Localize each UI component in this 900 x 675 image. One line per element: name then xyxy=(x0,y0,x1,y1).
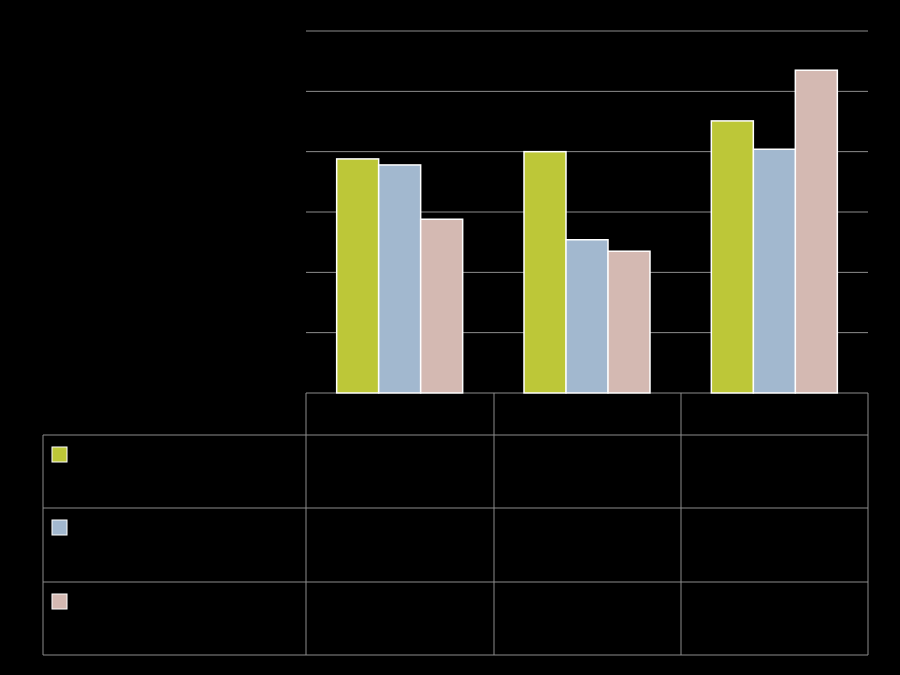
legend-key xyxy=(51,446,68,463)
bar xyxy=(419,218,464,394)
bar xyxy=(752,148,797,394)
bar xyxy=(377,164,422,394)
bar xyxy=(523,150,567,394)
bar xyxy=(607,250,651,394)
bar xyxy=(565,239,609,394)
legend-key xyxy=(51,519,68,536)
bar xyxy=(335,158,380,394)
data-table xyxy=(42,392,869,656)
bar xyxy=(794,69,839,394)
legend-key xyxy=(51,593,68,610)
bar xyxy=(710,120,755,394)
